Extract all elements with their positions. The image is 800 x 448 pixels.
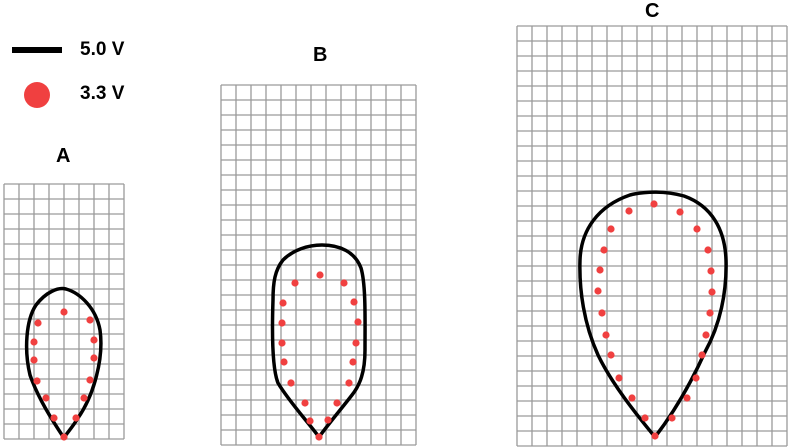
grid-c — [516, 25, 788, 447]
dot-3v3-a — [60, 433, 68, 441]
dot-3v3-c — [698, 351, 706, 359]
dot-3v3-a — [72, 414, 80, 422]
dot-3v3-b — [280, 358, 288, 366]
dot-3v3-c — [704, 246, 712, 254]
dot-3v3-b — [324, 416, 332, 424]
contour-5v-c — [578, 190, 728, 439]
dot-3v3-a — [90, 336, 98, 344]
dot-3v3-b — [291, 279, 299, 287]
dot-3v3-a — [30, 356, 38, 364]
grid-b — [220, 84, 417, 446]
legend-line-label: 5.0 V — [80, 39, 125, 60]
dot-3v3-b — [340, 279, 348, 287]
dot-3v3-c — [650, 200, 658, 208]
grid-a — [3, 183, 125, 440]
dot-3v3-c — [628, 394, 636, 402]
dot-3v3-c — [607, 351, 615, 359]
dot-3v3-a — [42, 394, 50, 402]
dot-3v3-c — [625, 207, 633, 215]
dot-3v3-b — [349, 358, 357, 366]
dot-3v3-a — [34, 319, 42, 327]
dot-3v3-c — [594, 287, 602, 295]
panel-label-b: B — [313, 44, 328, 66]
dot-3v3-c — [692, 374, 700, 382]
dot-3v3-c — [596, 266, 604, 274]
contour-5v-b — [270, 243, 367, 439]
legend-dot-swatch — [24, 82, 50, 108]
dot-3v3-c — [702, 331, 710, 339]
dot-3v3-c — [598, 309, 606, 317]
dot-3v3-c — [708, 288, 716, 296]
dot-3v3-b — [278, 319, 286, 327]
dot-3v3-c — [683, 394, 691, 402]
dot-3v3-b — [350, 298, 358, 306]
dot-3v3-c — [602, 331, 610, 339]
dot-3v3-b — [301, 399, 309, 407]
dot-3v3-c — [600, 246, 608, 254]
dot-3v3-c — [651, 432, 659, 440]
dot-3v3-c — [641, 414, 649, 422]
dot-3v3-c — [615, 374, 623, 382]
dot-3v3-c — [607, 225, 615, 233]
dot-3v3-c — [707, 267, 715, 275]
dot-3v3-b — [279, 299, 287, 307]
dot-3v3-a — [60, 308, 68, 316]
dot-3v3-a — [86, 376, 94, 384]
legend-dot-label: 3.3 V — [80, 83, 125, 104]
dot-3v3-a — [80, 394, 88, 402]
dot-3v3-b — [306, 417, 314, 425]
panel-label-c: C — [645, 0, 660, 22]
panel-label-a: A — [56, 145, 71, 167]
dot-3v3-a — [33, 377, 41, 385]
dot-3v3-c — [668, 414, 676, 422]
dot-3v3-b — [333, 399, 341, 407]
dot-3v3-a — [90, 354, 98, 362]
dot-3v3-b — [315, 433, 323, 441]
dot-3v3-a — [50, 414, 58, 422]
dot-3v3-b — [278, 339, 286, 347]
dot-3v3-a — [86, 316, 94, 324]
dot-3v3-b — [287, 379, 295, 387]
dot-3v3-b — [354, 318, 362, 326]
dot-3v3-a — [30, 338, 38, 346]
legend-line-swatch — [12, 47, 62, 53]
dot-3v3-c — [693, 225, 701, 233]
dot-3v3-c — [706, 309, 714, 317]
dot-3v3-b — [345, 379, 353, 387]
dots-3v3 — [30, 200, 716, 441]
dot-3v3-b — [316, 271, 324, 279]
dot-3v3-c — [676, 208, 684, 216]
dot-3v3-b — [352, 339, 360, 347]
